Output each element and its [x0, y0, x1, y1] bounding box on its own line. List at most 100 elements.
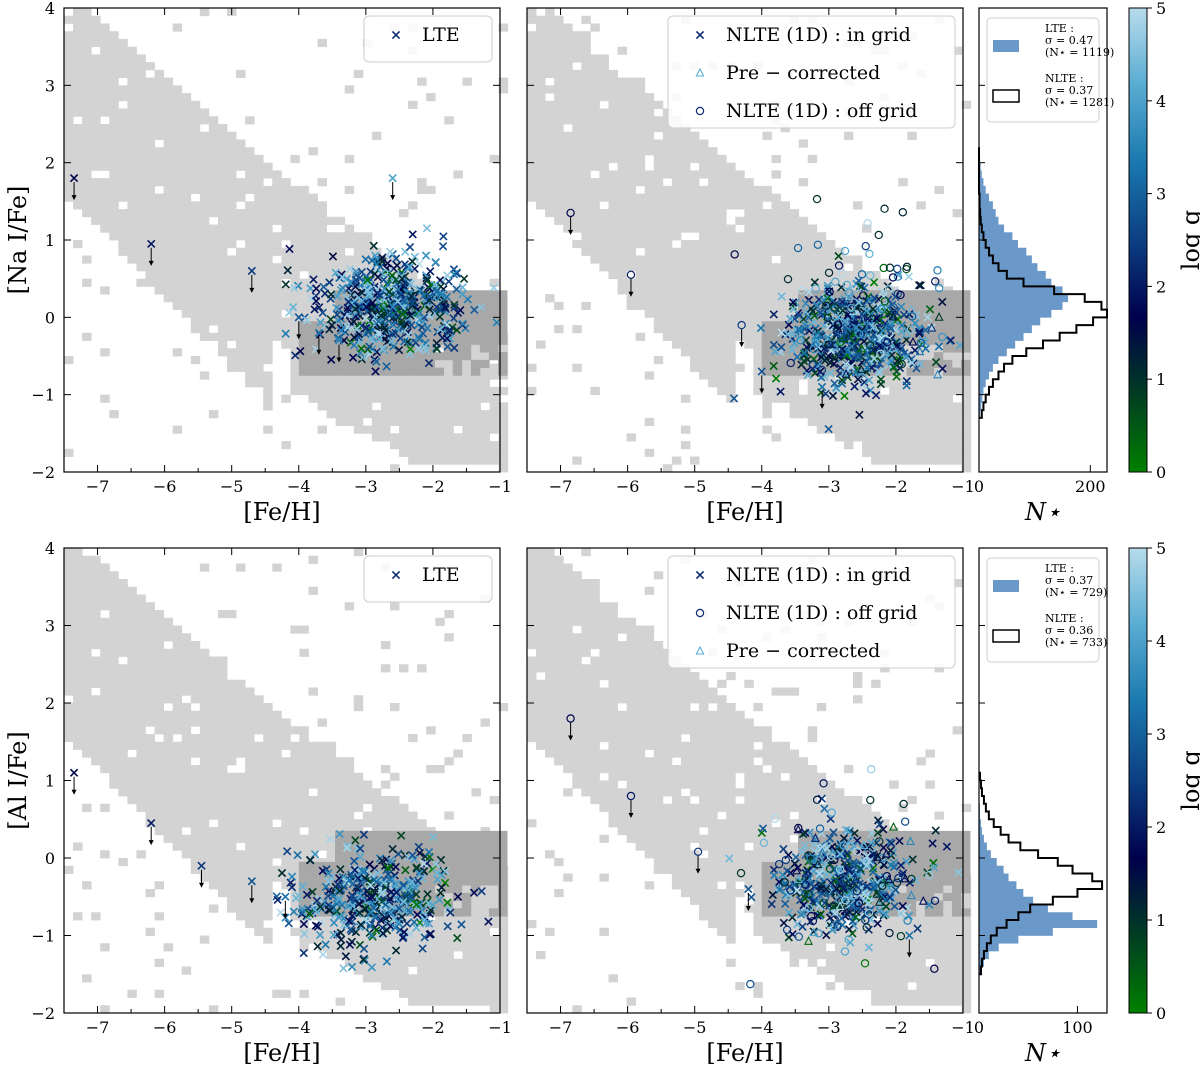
model-cell	[708, 240, 718, 249]
model-cell	[581, 116, 591, 125]
model-cell	[172, 232, 183, 241]
model-cell	[961, 425, 972, 434]
model-cell	[109, 625, 119, 634]
model-cell	[281, 224, 291, 233]
model-cell	[925, 433, 935, 442]
model-cell	[181, 687, 192, 696]
model-cell	[762, 185, 772, 194]
model-cell	[680, 162, 691, 171]
data-point	[800, 348, 809, 358]
model-cell	[254, 216, 264, 225]
model-cell	[254, 904, 264, 913]
model-core-cell	[761, 336, 772, 345]
model-cell	[771, 294, 781, 303]
model-cell	[190, 255, 201, 264]
model-cell	[581, 170, 591, 179]
model-cell	[825, 425, 836, 434]
model-core-cell	[770, 321, 781, 330]
model-cell	[762, 379, 772, 388]
model-cell	[163, 796, 174, 805]
data-point	[372, 347, 381, 357]
model-cell	[263, 796, 273, 805]
data-point	[797, 360, 806, 369]
model-core-cell	[325, 344, 336, 353]
model-cell	[82, 610, 92, 619]
model-cell	[408, 100, 418, 109]
data-point	[793, 352, 802, 362]
model-cell	[789, 263, 800, 272]
model-core-cell	[816, 321, 826, 330]
model-cell	[208, 672, 219, 681]
model-cell	[190, 317, 201, 326]
model-cell	[145, 93, 155, 102]
model-cell	[73, 648, 83, 657]
model-cell	[118, 579, 128, 588]
model-cell	[453, 456, 463, 465]
model-cell	[635, 301, 646, 310]
model-cell	[145, 139, 155, 148]
model-cell	[263, 873, 273, 882]
model-cell	[735, 263, 745, 272]
model-cell	[118, 757, 128, 766]
model-cell	[590, 232, 600, 241]
model-cell	[317, 263, 328, 272]
data-point	[458, 319, 467, 328]
data-point	[337, 326, 346, 335]
model-cell	[190, 131, 201, 140]
model-cell	[272, 232, 282, 241]
model-cell	[444, 448, 454, 457]
model-core-cell	[960, 344, 971, 353]
model-cell	[635, 162, 646, 171]
model-cell	[236, 216, 246, 225]
model-cell	[190, 656, 201, 665]
model-cell	[263, 881, 273, 890]
model-cell	[371, 386, 382, 396]
model-cell	[689, 170, 700, 179]
data-point	[422, 224, 432, 233]
model-cell	[581, 54, 591, 63]
model-cell	[136, 656, 146, 665]
model-cell	[689, 185, 700, 194]
model-cell	[154, 803, 165, 812]
model-cell	[299, 216, 309, 225]
model-cell	[417, 178, 427, 187]
model-cell	[699, 193, 709, 202]
model-cell	[771, 193, 781, 202]
model-cell	[572, 154, 582, 164]
model-cell	[689, 147, 700, 156]
model-cell	[326, 278, 337, 287]
model-cell	[462, 379, 472, 388]
model-cell	[708, 224, 718, 233]
model-cell	[708, 301, 718, 310]
data-point	[315, 303, 324, 312]
model-cell	[362, 255, 373, 264]
model-cell	[644, 131, 655, 140]
model-cell	[91, 555, 101, 564]
model-cell	[471, 456, 481, 465]
model-cell	[254, 270, 264, 280]
model-cell	[154, 131, 165, 140]
model-cell	[807, 154, 818, 164]
model-cell	[635, 108, 646, 117]
model-cell	[181, 162, 192, 171]
model-cell	[907, 410, 917, 419]
model-core-cell	[461, 313, 472, 322]
model-cell	[263, 850, 273, 859]
model-core-cell	[452, 344, 463, 353]
model-cell	[163, 687, 174, 696]
data-point	[442, 334, 452, 343]
model-cell	[689, 255, 700, 264]
model-cell	[563, 147, 573, 156]
model-cell	[635, 240, 646, 249]
model-cell	[299, 278, 309, 287]
model-cell	[871, 386, 881, 396]
model-cell	[136, 765, 146, 774]
data-point	[850, 284, 859, 293]
model-cell	[934, 278, 944, 287]
model-cell	[236, 780, 246, 789]
model-cell	[644, 240, 655, 249]
model-cell	[217, 178, 228, 187]
model-cell	[163, 827, 174, 836]
model-cell	[344, 185, 355, 194]
model-cell	[771, 247, 781, 256]
